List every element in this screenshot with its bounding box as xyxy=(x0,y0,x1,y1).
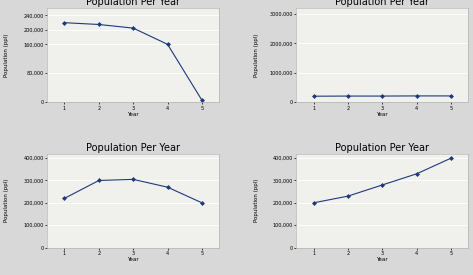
X-axis label: Year: Year xyxy=(377,112,388,117)
X-axis label: Year: Year xyxy=(377,257,388,262)
Y-axis label: Population (ppl): Population (ppl) xyxy=(5,179,9,222)
Y-axis label: Population (ppl): Population (ppl) xyxy=(254,179,259,222)
X-axis label: Year: Year xyxy=(127,112,139,117)
Y-axis label: Population (ppl): Population (ppl) xyxy=(5,34,9,77)
X-axis label: Year: Year xyxy=(127,257,139,262)
Title: Population Per Year: Population Per Year xyxy=(335,143,429,153)
Y-axis label: Population (ppl): Population (ppl) xyxy=(254,34,259,77)
Title: Population Per Year: Population Per Year xyxy=(86,143,180,153)
Title: Population Per Year: Population Per Year xyxy=(335,0,429,7)
Title: Population Per Year: Population Per Year xyxy=(86,0,180,7)
